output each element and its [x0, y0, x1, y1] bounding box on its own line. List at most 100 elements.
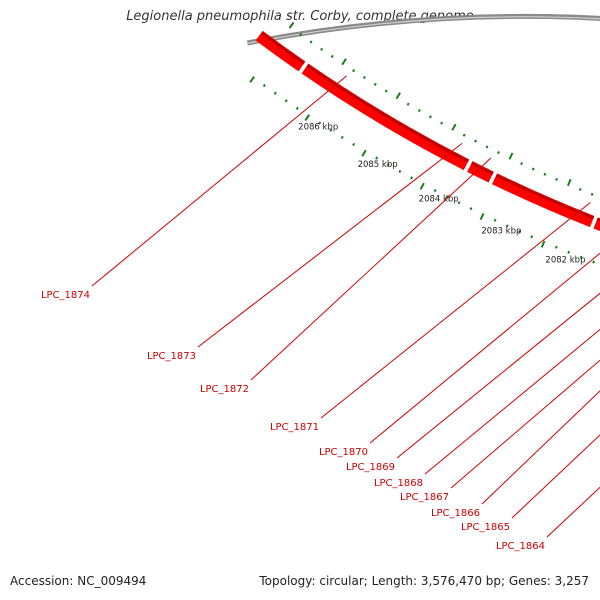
gene-label: LPC_1872 — [200, 384, 249, 395]
backbone-highlight — [246, 16, 600, 45]
gene-leader-line — [91, 75, 347, 287]
outer-tick — [493, 218, 497, 222]
outer-tick — [530, 235, 534, 239]
gene-label: LPC_1864 — [496, 541, 545, 552]
gene-block-shadow — [495, 173, 595, 220]
inner-tick — [362, 75, 366, 80]
inner-tick — [485, 145, 489, 149]
gene-label: LPC_1865 — [461, 522, 510, 533]
gene-leader-line — [511, 434, 600, 519]
gene-leader-line — [546, 486, 600, 538]
inner-tick — [406, 102, 410, 106]
inner-tick — [320, 47, 324, 51]
inner-tick — [417, 108, 421, 113]
gene-leader-line — [396, 292, 600, 459]
inner-tick — [474, 139, 478, 143]
outer-tick — [273, 91, 277, 95]
kbp-label: 2082 kbp — [545, 255, 585, 265]
outer-tick — [318, 121, 322, 125]
gene-leader-line — [424, 328, 600, 475]
gene-label: LPC_1869 — [346, 462, 395, 473]
outer-tick — [361, 149, 367, 157]
gene-label: LPC_1873 — [147, 351, 196, 362]
inner-tick — [508, 152, 514, 160]
gene-block-shadow — [470, 161, 494, 175]
genome-info-text: Topology: circular; Length: 3,576,470 bp… — [259, 574, 589, 588]
outer-tick — [419, 182, 425, 190]
gene-label: LPC_1867 — [400, 492, 449, 503]
gene-block-shadow — [596, 217, 600, 222]
inner-tick — [384, 89, 388, 93]
outer-tick — [329, 128, 333, 132]
outer-tick — [518, 229, 521, 233]
outer-tick — [540, 240, 546, 248]
inner-tick — [352, 69, 356, 73]
gene-leader-line — [369, 252, 600, 444]
outer-tick — [469, 207, 473, 211]
outer-tick — [284, 99, 288, 103]
gene-leader-line — [450, 359, 600, 489]
inner-tick — [299, 33, 303, 37]
inner-tick — [330, 54, 334, 59]
gene-block — [593, 217, 600, 232]
gene-block — [467, 161, 494, 183]
gene-block — [301, 63, 470, 171]
inner-tick — [497, 151, 500, 155]
inner-tick — [451, 123, 457, 131]
outer-tick — [398, 169, 402, 173]
outer-tick — [445, 195, 449, 199]
inner-tick — [428, 115, 432, 119]
outer-tick — [262, 83, 266, 88]
accession-text: Accession: NC_009494 — [10, 574, 147, 588]
outer-tick — [249, 76, 256, 83]
inner-tick — [462, 133, 466, 137]
gene-block-shadow — [260, 31, 306, 65]
outer-tick — [340, 135, 344, 140]
gene-label: LPC_1874 — [41, 290, 90, 301]
outer-tick — [410, 176, 414, 180]
outer-tick — [352, 142, 356, 147]
page-title: Legionella pneumophila str. Corby, compl… — [126, 9, 474, 24]
outer-tick — [505, 224, 509, 228]
inner-tick — [555, 177, 559, 182]
inner-tick — [578, 187, 582, 192]
outer-tick — [433, 188, 437, 193]
inner-tick — [531, 167, 535, 171]
kbp-label: 2083 kbp — [481, 227, 521, 237]
inner-tick — [566, 178, 572, 187]
gene-label: LPC_1868 — [374, 478, 423, 489]
outer-tick — [579, 255, 583, 259]
gene-leader-line — [481, 390, 600, 505]
gene-leader-line — [250, 157, 492, 381]
gene-label: LPC_1866 — [431, 508, 480, 519]
outer-tick — [375, 156, 379, 160]
outer-tick — [592, 260, 595, 264]
outer-tick — [567, 250, 571, 254]
kbp-label: 2086 kbp — [298, 122, 338, 132]
gene-leader-line — [197, 143, 463, 348]
gene-block — [255, 30, 306, 72]
kbp-label: 2084 kbp — [419, 195, 459, 205]
outer-tick — [457, 201, 461, 205]
outer-tick — [479, 212, 485, 221]
outer-tick — [295, 106, 299, 110]
inner-tick — [288, 21, 295, 29]
outer-tick — [304, 114, 310, 122]
inner-tick — [373, 82, 377, 86]
gene-leader-line — [320, 202, 591, 419]
inner-tick — [440, 121, 444, 125]
gene-label: LPC_1871 — [270, 422, 319, 433]
gene-label: LPC_1870 — [319, 447, 368, 458]
inner-tick — [309, 40, 313, 44]
kbp-label: 2085 kbp — [358, 160, 398, 170]
gene-block — [491, 173, 595, 228]
outer-tick — [386, 163, 390, 167]
gene-block-shadow — [306, 64, 470, 163]
inner-tick — [543, 172, 547, 176]
inner-tick — [520, 162, 524, 166]
inner-tick — [341, 58, 347, 66]
inner-tick — [590, 192, 594, 196]
outer-tick — [554, 245, 558, 249]
